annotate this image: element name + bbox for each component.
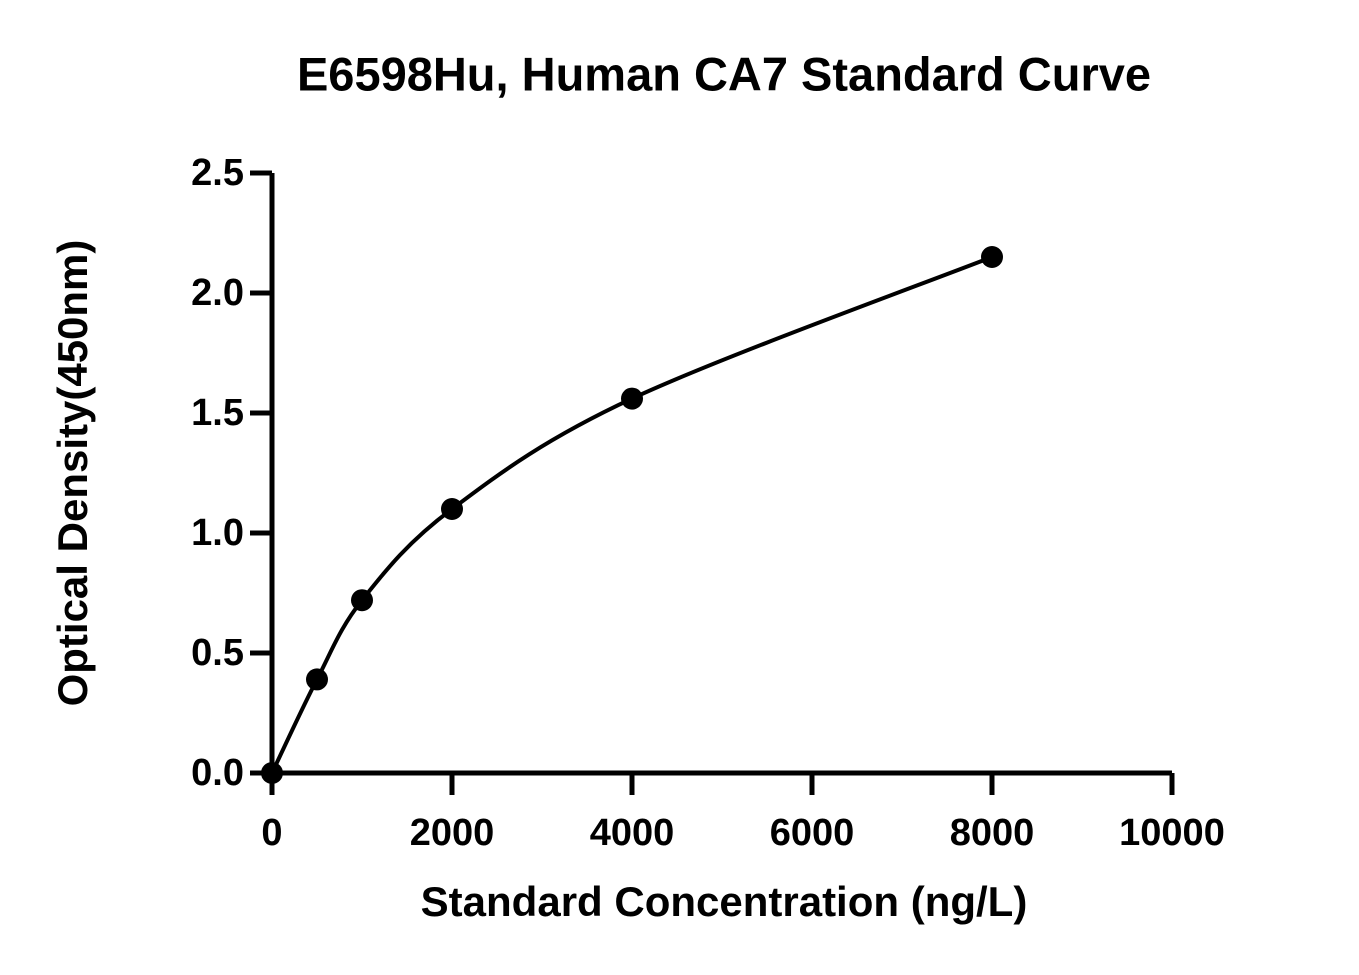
y-tick-label: 0.0 [191,752,244,794]
x-tick-label: 0 [261,812,282,854]
data-point [441,498,463,520]
y-tick-label: 0.5 [191,632,244,674]
x-axis-label: Standard Concentration (ng/L) [421,878,1028,925]
chart-title: E6598Hu, Human CA7 Standard Curve [297,47,1151,100]
x-tick-label: 2000 [410,812,495,854]
x-tick-label: 6000 [770,812,855,854]
data-point [981,246,1003,268]
fit-curve [270,255,993,774]
x-tick-label: 4000 [590,812,675,854]
x-tick-label: 10000 [1119,812,1225,854]
data-point [351,589,373,612]
y-tick-label: 2.0 [191,272,244,314]
y-tick-label: 1.5 [191,392,244,434]
y-tick-label: 2.5 [191,152,244,194]
x-tick-label: 8000 [950,812,1035,854]
y-tick-label: 1.0 [191,512,244,554]
y-axis-label: Optical Density(450nm) [49,240,96,707]
data-point [306,668,328,691]
data-point [621,387,643,410]
data-point [261,762,283,784]
